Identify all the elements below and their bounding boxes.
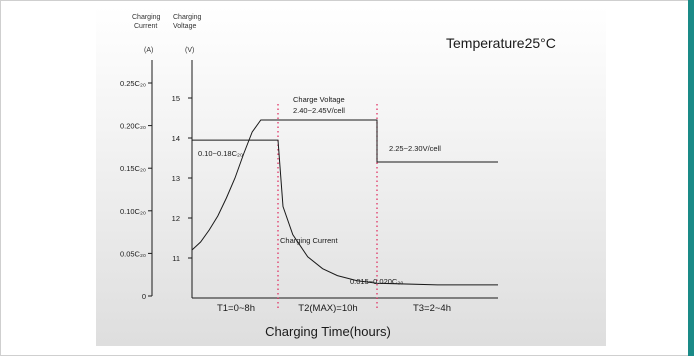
annotation-voltage-range-high: 2.40~2.45V/cell <box>293 106 345 115</box>
voltage-tick-4-label: 15 <box>172 94 180 103</box>
chart-title: Temperature25°C <box>446 35 556 51</box>
segment-label-t1: T1=0~8h <box>217 303 255 314</box>
current-tick-4-label: 0.20C₂₀ <box>120 122 146 131</box>
voltage-axis-title-line1: Charging <box>173 14 202 21</box>
annotation-current-range-final: 0.015~0.020C₂₀ <box>350 277 403 286</box>
current-axis-ticks: 0 0.05C₂₀ 0.10C₂₀ 0.15C₂₀ 0.20C₂₀ 0.25C₂₀ <box>120 79 152 301</box>
chart-panel: Charging Current Charging Voltage (A) (V… <box>96 6 606 346</box>
series-charge-voltage <box>191 119 498 251</box>
voltage-axis-unit: (V) <box>185 47 194 54</box>
voltage-axis-ticks: 11 12 13 14 15 <box>172 94 192 263</box>
voltage-axis-title-line2: Voltage <box>173 23 196 30</box>
voltage-tick-1-label: 12 <box>172 214 180 223</box>
current-axis-title-line1: Charging <box>132 14 161 21</box>
annotation-charge-voltage: Charge Voltage <box>293 95 345 104</box>
series-charging-current <box>192 139 498 286</box>
voltage-tick-2-label: 13 <box>172 174 180 183</box>
voltage-tick-0-label: 11 <box>172 254 180 263</box>
current-tick-0-label: 0 <box>142 292 146 301</box>
chart-background <box>96 6 606 346</box>
current-axis-unit: (A) <box>144 47 153 54</box>
annotation-charging-current: Charging Current <box>280 236 338 245</box>
segment-label-t2: T2(MAX)=10h <box>298 303 357 314</box>
current-tick-3-label: 0.15C₂₀ <box>120 164 146 173</box>
current-tick-2-label: 0.10C₂₀ <box>120 207 146 216</box>
annotation-voltage-range-float: 2.25~2.30V/cell <box>389 144 441 153</box>
accent-bar <box>688 0 694 356</box>
current-axis-title-line2: Current <box>134 23 157 30</box>
annotation-current-range-initial: 0.10~0.18C₂₀ <box>198 149 243 158</box>
segment-label-t3: T3=2~4h <box>413 303 451 314</box>
chart-svg: Charging Current Charging Voltage (A) (V… <box>96 6 606 346</box>
current-tick-1-label: 0.05C₂₀ <box>120 249 146 258</box>
current-tick-5-label: 0.25C₂₀ <box>120 79 146 88</box>
voltage-tick-3-label: 14 <box>172 134 180 143</box>
x-axis-title: Charging Time(hours) <box>265 324 391 339</box>
